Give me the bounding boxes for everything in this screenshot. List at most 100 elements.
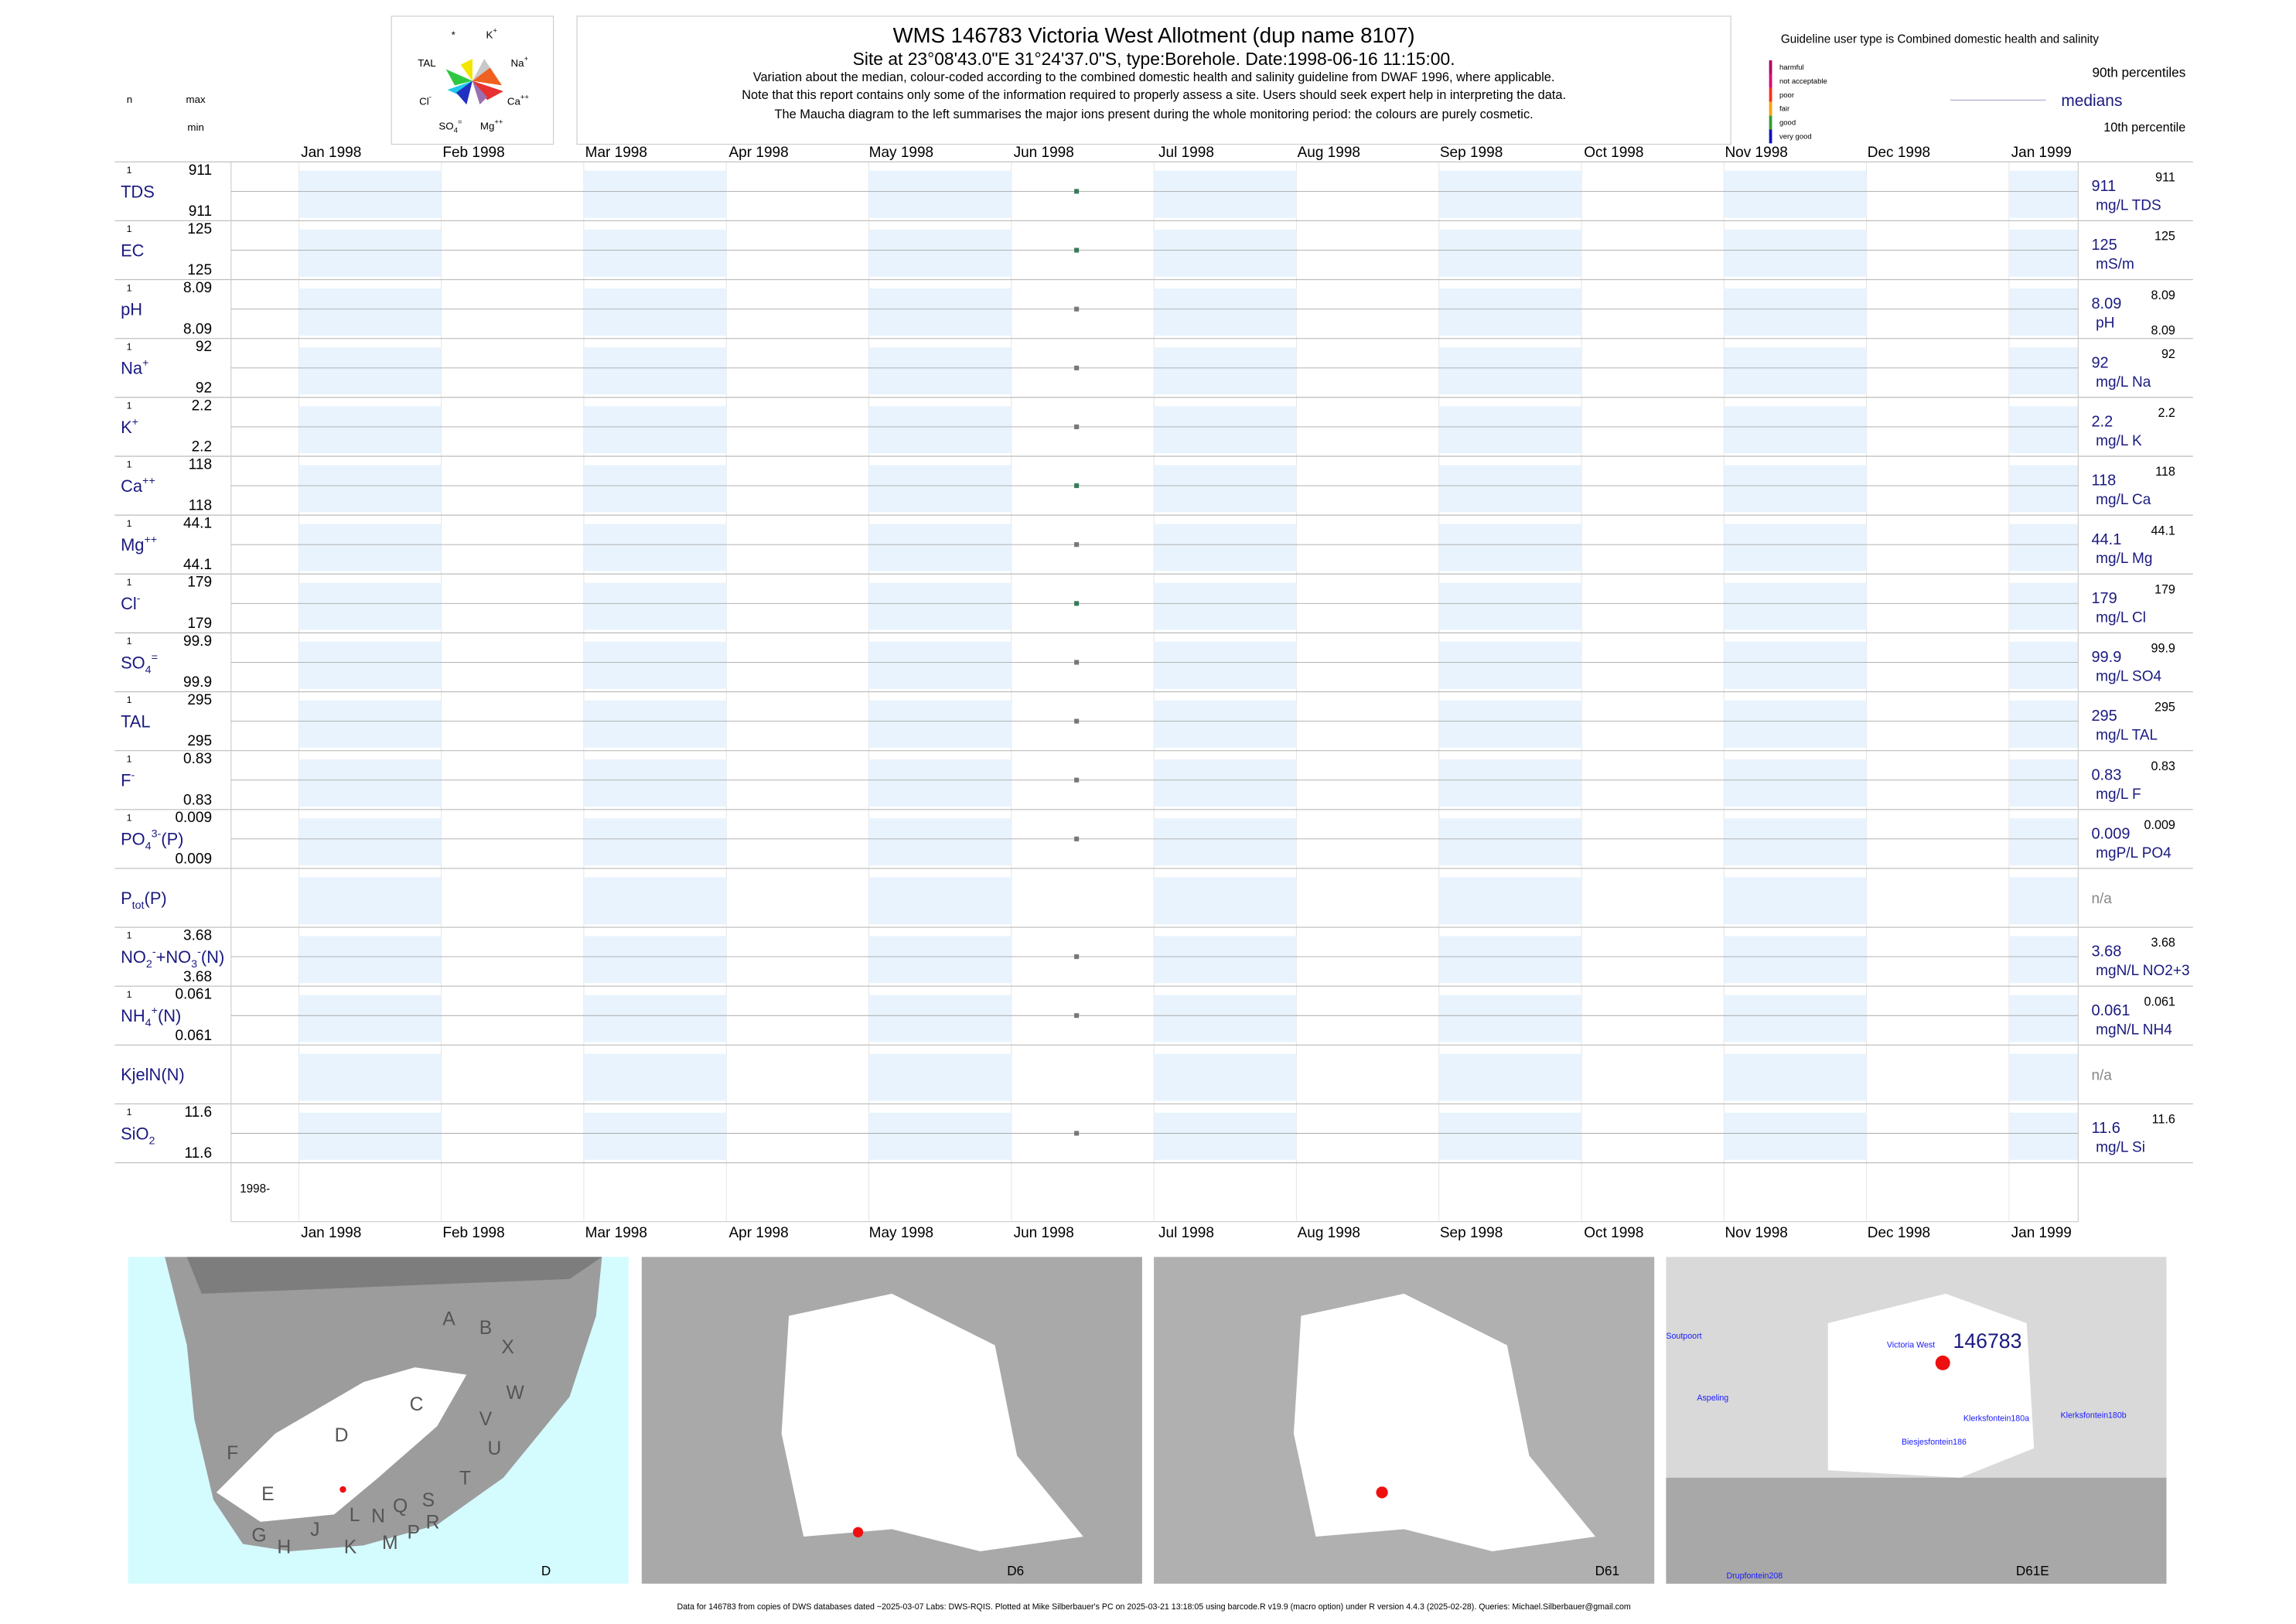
min-value: 295 (187, 733, 212, 749)
month-band (1438, 524, 1581, 571)
map-caption: D61 (1595, 1564, 1619, 1578)
month-band (299, 1053, 442, 1101)
maucha-label: Ca++ (507, 93, 530, 107)
month-band (583, 229, 727, 277)
label-part: (N) (158, 1006, 181, 1025)
month-band (2008, 229, 2079, 277)
month-band (1438, 406, 1581, 454)
label-part: 2 (146, 958, 152, 971)
month-band (868, 641, 1012, 689)
month-band (868, 465, 1012, 513)
parameter-label: NO2-+NO3-(N) (121, 946, 224, 971)
month-band (1154, 877, 1297, 925)
month-label: Jun 1998 (1014, 145, 1074, 161)
unit: mS/m (2096, 257, 2134, 273)
month-band (2008, 465, 2079, 513)
p90-value: 44.1 (2151, 524, 2175, 537)
month-band (583, 641, 727, 689)
note: Variation about the median, colour-coded… (753, 70, 1555, 84)
month-band (1724, 1053, 1867, 1101)
month-band (1154, 641, 1297, 689)
median-value: 99.9 (2091, 649, 2121, 666)
maucha-part: * (452, 29, 455, 40)
region-letter: R (426, 1512, 440, 1533)
site-dot (339, 1486, 346, 1493)
month-band (299, 524, 442, 571)
month-band (1438, 347, 1581, 395)
p90-value: 0.061 (2144, 995, 2175, 1008)
month-band (1724, 170, 1867, 218)
median-value: 0.83 (2091, 766, 2121, 783)
label-part: TAL (121, 711, 151, 731)
month-band (2008, 818, 2079, 866)
site-dot (852, 1527, 864, 1537)
guideline: Guideline user type is Combined domestic… (1781, 32, 2100, 46)
parameter-label: Ptot(P) (121, 889, 167, 912)
label-part: SO (121, 653, 145, 672)
region-letter: J (310, 1520, 319, 1540)
class-swatch (1769, 73, 1772, 88)
maucha-part: Na (511, 56, 525, 68)
label-part: Ca (121, 476, 143, 496)
month-band (868, 406, 1012, 454)
p90-value: 125 (2154, 230, 2175, 244)
label-part: PO (121, 830, 145, 849)
median-value: 118 (2091, 473, 2116, 490)
month-band (868, 524, 1012, 571)
p90-value: 179 (2154, 582, 2175, 596)
month-band (1154, 170, 1297, 218)
site-dot (1376, 1486, 1388, 1499)
parameter-label: F- (121, 769, 135, 790)
lowland (1666, 1477, 2167, 1584)
parameter-label: EC (121, 241, 144, 260)
label-part: NO (121, 947, 146, 967)
min-value: 0.061 (175, 1028, 212, 1044)
region-letter: X (501, 1337, 514, 1358)
class-label: good (1779, 119, 1796, 128)
max-value: 3.68 (183, 927, 212, 943)
class-label: very good (1779, 133, 1812, 142)
month-band (2008, 347, 2079, 395)
month-band (1724, 700, 1867, 748)
parameter-label: SO4= (121, 651, 158, 676)
month-band (2008, 1112, 2079, 1160)
month-band (583, 288, 727, 336)
month-band (1724, 465, 1867, 513)
label-part: (N) (201, 947, 224, 967)
month-band (868, 936, 1012, 984)
unit: mg/L Mg (2096, 551, 2152, 567)
n-count: 1 (127, 1107, 132, 1117)
sample-point (1074, 777, 1080, 783)
p90-value: 0.009 (2144, 818, 2175, 832)
median-value: 911 (2091, 178, 2116, 195)
label-part: F (121, 770, 131, 790)
unit: mg/L Na (2096, 374, 2151, 391)
medians-legend: medians (2061, 92, 2122, 110)
sample-point (1074, 306, 1080, 312)
p90-value: 99.9 (2151, 642, 2175, 656)
maucha-part: ++ (520, 93, 530, 101)
month-band (2008, 288, 2079, 336)
max-value: 295 (187, 692, 212, 708)
month-band (1438, 1053, 1581, 1101)
site-label: 146783 (1953, 1329, 2022, 1353)
month-band (868, 170, 1012, 218)
map-caption: D6 (1007, 1564, 1024, 1578)
month-band (2008, 936, 2079, 984)
max-value: 2.2 (192, 397, 212, 414)
class-label: harmful (1779, 63, 1804, 72)
month-band (1154, 759, 1297, 807)
label-part: TDS (121, 182, 155, 201)
label-part: Na (121, 358, 143, 377)
month-band (868, 582, 1012, 630)
month-band (2008, 641, 2079, 689)
n-count: 1 (127, 930, 132, 941)
month-band (868, 995, 1012, 1042)
month-label: Mar 1998 (585, 1225, 647, 1241)
site: Site at 23°08'43.0"E 31°24'37.0"S, type:… (853, 49, 1455, 69)
min-value: 99.9 (183, 674, 212, 691)
month-band (583, 582, 727, 630)
label-part: - (131, 769, 135, 781)
month-label: Dec 1998 (1868, 145, 1930, 161)
